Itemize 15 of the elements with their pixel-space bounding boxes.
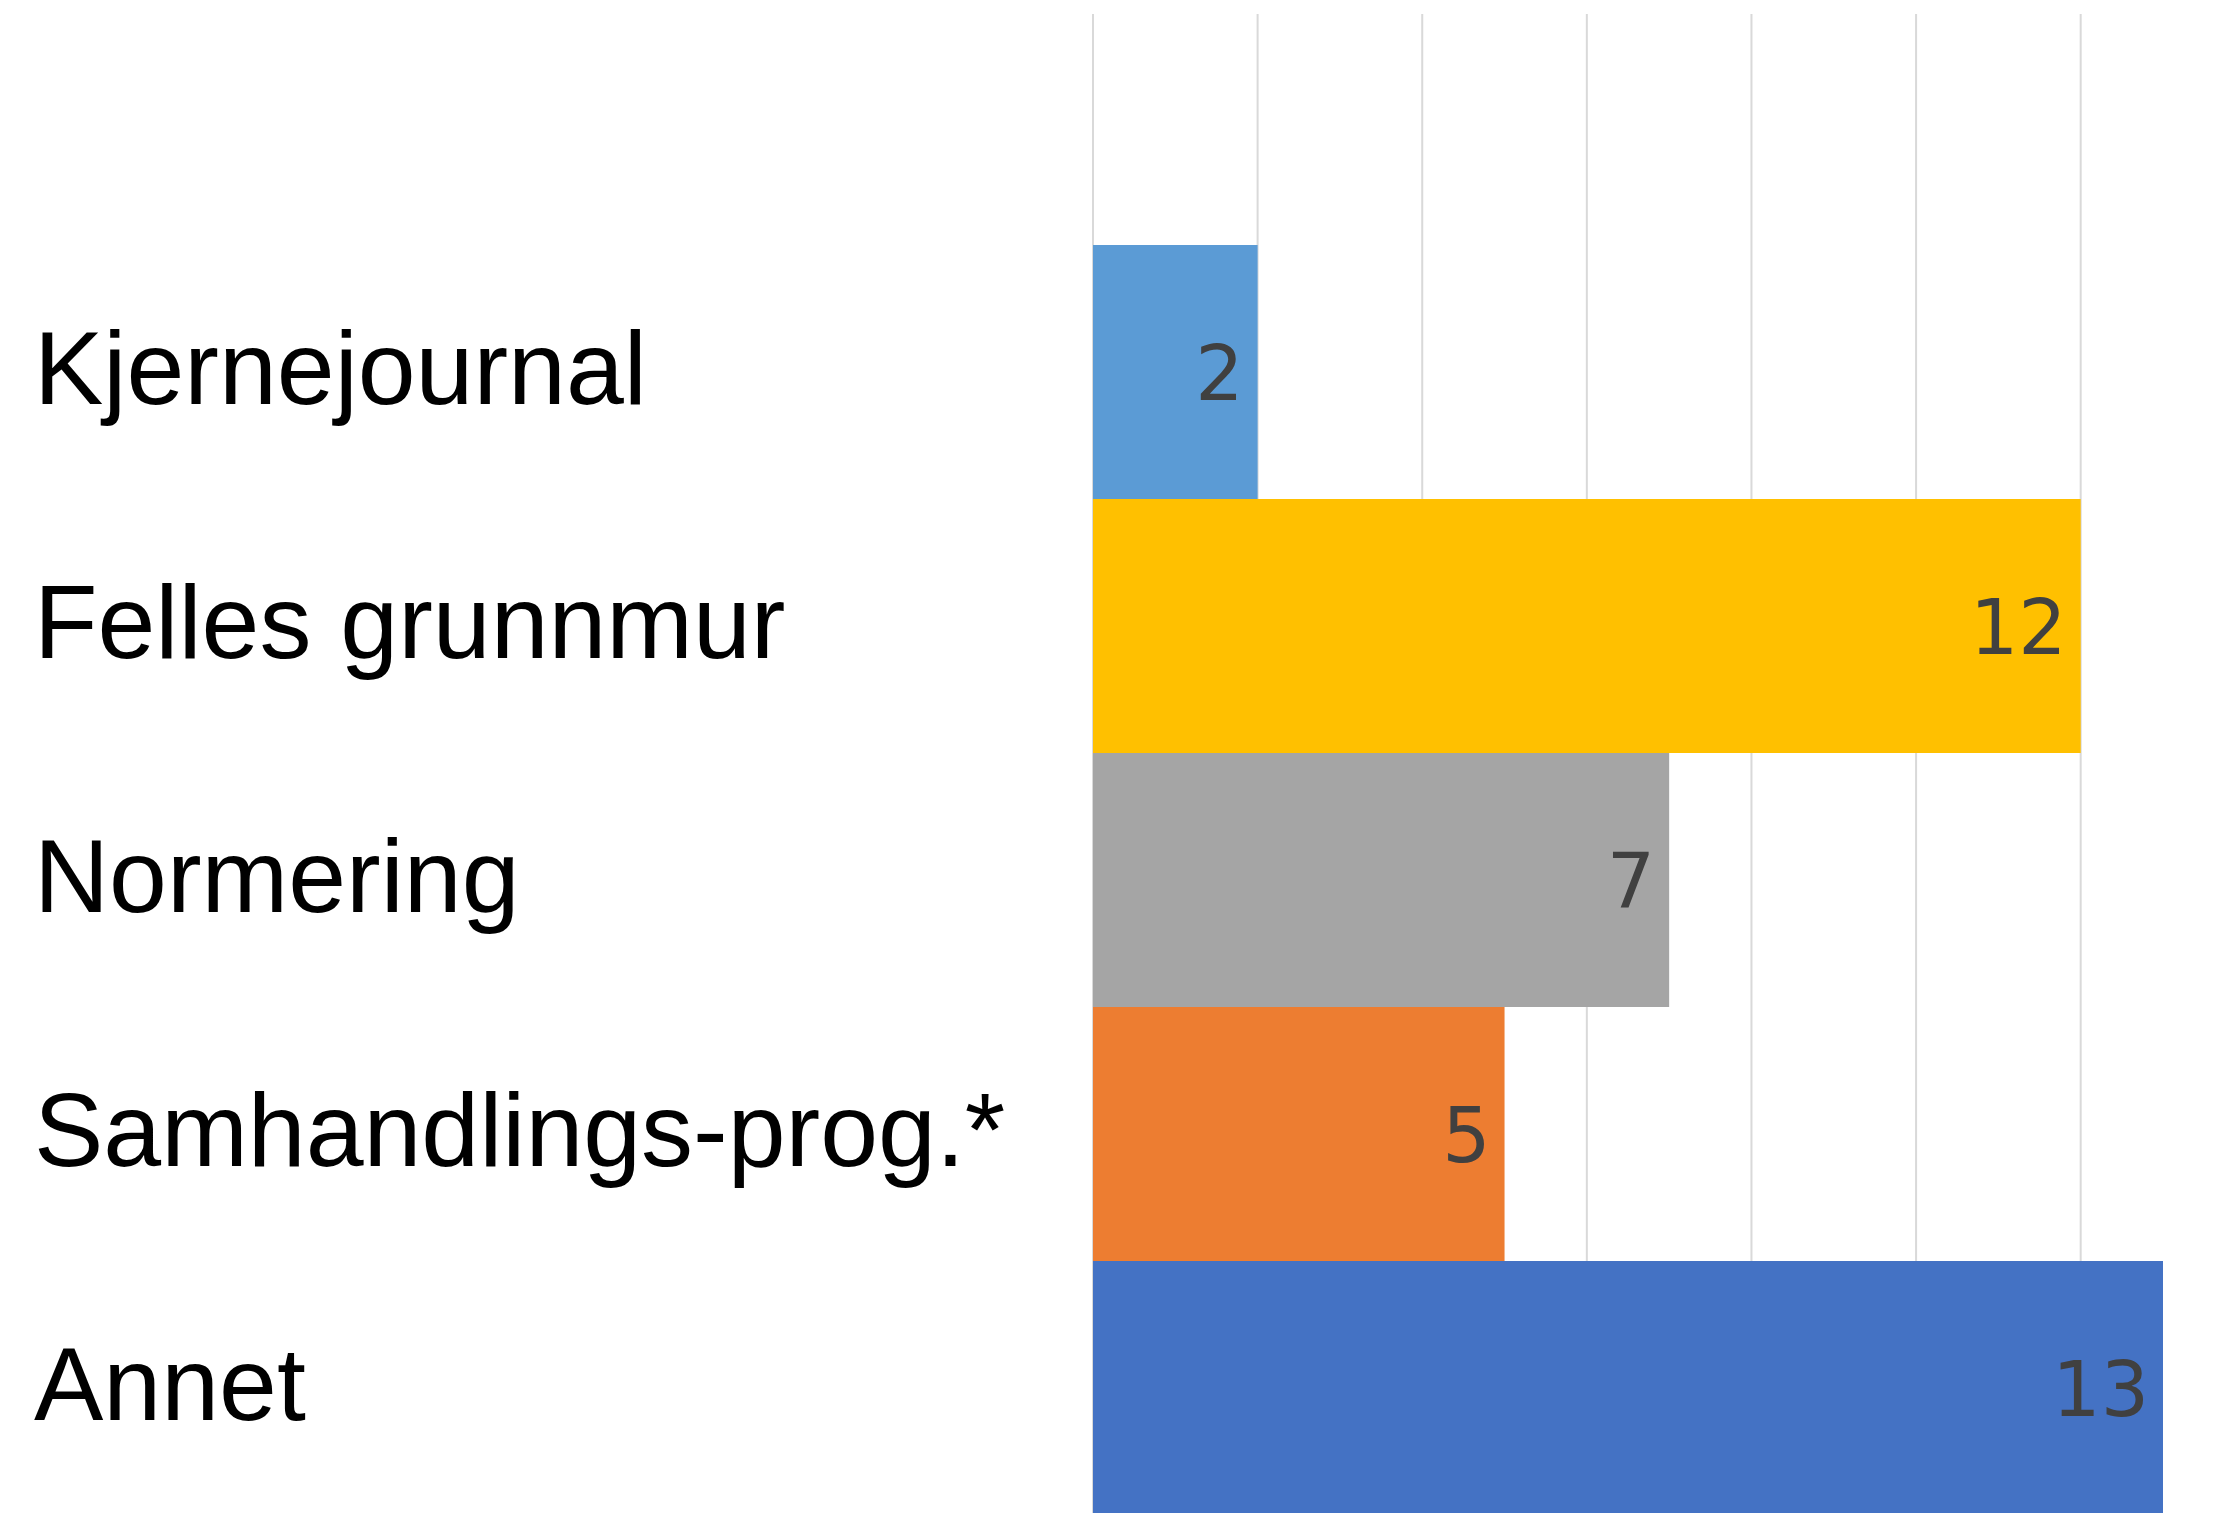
y-tick-label: Annet	[34, 1326, 306, 1442]
data-label: 7	[1606, 837, 1656, 926]
data-label: 13	[2052, 1345, 2149, 1434]
bar	[1093, 1007, 1505, 1261]
data-label: 2	[1195, 329, 1244, 418]
y-tick-label: Normering	[34, 818, 520, 934]
bar	[1093, 499, 2081, 753]
bar	[1093, 753, 1670, 1007]
y-tick-label: Kjernejournal	[34, 310, 647, 426]
bar	[1093, 1261, 2163, 1513]
data-label: 5	[1442, 1091, 1491, 1180]
y-tick-label: Samhandlings-prog.*	[34, 1072, 1006, 1188]
y-tick-label: Felles grunnmur	[34, 564, 786, 680]
bar	[1093, 245, 1258, 499]
data-label: 12	[1969, 583, 2067, 672]
